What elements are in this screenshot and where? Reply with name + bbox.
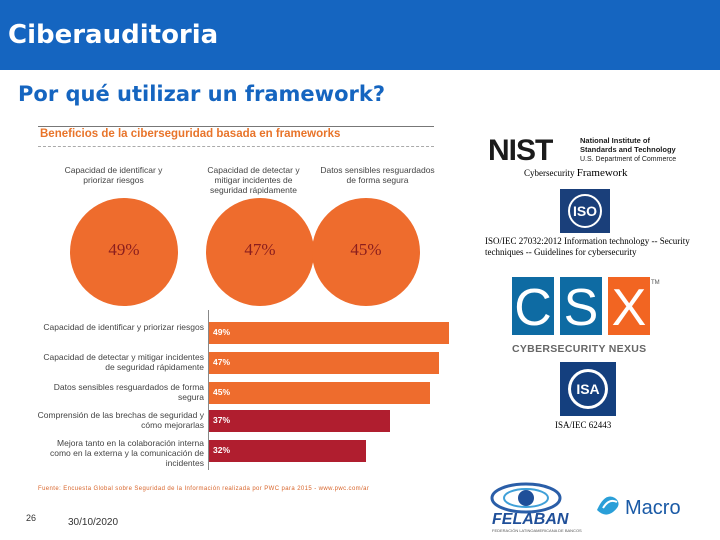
bar-5: 32%	[209, 440, 366, 462]
csx-logo-letter-c: C	[514, 279, 552, 337]
circle-caption-3: Datos sensibles resguardados de forma se…	[320, 165, 435, 185]
infographic-top-rule	[38, 126, 434, 127]
isa-logo: ISA	[560, 362, 616, 416]
nist-caption: Cybersecurity Framework	[524, 167, 627, 179]
infographic-source: Fuente: Encuesta Global sobre Seguridad …	[38, 486, 370, 492]
bar-value-4: 37%	[213, 415, 231, 425]
macro-logo-icon	[597, 496, 619, 515]
csx-logo-letter-x: X	[612, 279, 647, 337]
header-title: Ciberauditoria	[8, 20, 219, 50]
nist-logo: NIST National Institute of Standards and…	[488, 134, 677, 165]
stat-circle-1: 49%	[70, 198, 178, 306]
slide-number: 26	[26, 513, 37, 523]
iso-logo-mark: ISO	[573, 203, 597, 219]
slide-subtitle: Por qué utilizar un framework?	[18, 82, 385, 106]
nist-logo-line-3: U.S. Department of Commerce	[580, 156, 676, 163]
csx-logo: C S X TM	[512, 277, 660, 337]
csx-caption: CYBERSECURITY NEXUS	[512, 343, 647, 355]
stat-circle-2: 47%	[206, 198, 314, 306]
bar-label-3: Datos sensibles resguardados de forma se…	[53, 382, 204, 402]
nist-caption-main: Framework	[576, 167, 628, 179]
bar-value-2: 47%	[213, 357, 231, 367]
circle-value-1: 49%	[108, 240, 140, 259]
felaban-logo: FELABAN FEDERACIÓN LATINOAMERICANA DE BA…	[490, 482, 582, 533]
bar-value-1: 49%	[213, 327, 231, 337]
iso-caption: ISO/IEC 27032:2012 Information technolog…	[485, 236, 690, 257]
header-bar: Ciberauditoria	[0, 0, 720, 70]
isa-logo-mark: ISA	[576, 381, 599, 397]
bar-4: 37%	[209, 410, 390, 432]
circle-value-3: 45%	[350, 240, 382, 259]
nist-logo-line-1: National Institute of	[580, 136, 651, 145]
bar-axis-line	[208, 310, 209, 470]
macro-logo: Macro	[597, 496, 681, 519]
csx-logo-letter-s: S	[564, 279, 599, 337]
iso-logo: ISO	[560, 189, 610, 233]
nist-logo-line-2: Standards and Technology	[580, 145, 677, 154]
stat-circle-3: 45%	[312, 198, 420, 306]
macro-logo-name: Macro	[625, 497, 681, 519]
bar-label-4: Comprensión de las brechas de seguridad …	[37, 410, 204, 430]
circle-caption-1: Capacidad de identificar y priorizar rie…	[64, 165, 163, 185]
infographic-title: Beneficios de la ciberseguridad basada e…	[40, 128, 341, 140]
bar-2: 47%	[209, 352, 439, 374]
slide-date: 30/10/2020	[68, 517, 119, 528]
circle-caption-2: Capacidad de detectar y mitigar incident…	[207, 165, 300, 195]
csx-logo-tm: TM	[651, 280, 660, 286]
nist-caption-prefix: Cybersecurity	[524, 168, 575, 178]
felaban-tagline: FEDERACIÓN LATINOAMERICANA DE BANCOS	[492, 528, 582, 533]
bar-value-3: 45%	[213, 387, 231, 397]
infographic-divider	[38, 146, 434, 147]
circle-value-2: 47%	[244, 240, 276, 259]
bar-3: 45%	[209, 382, 430, 404]
bar-label-2: Capacidad de detectar y mitigar incident…	[43, 352, 204, 372]
bar-value-5: 32%	[213, 445, 231, 455]
bar-label-5: Mejora tanto en la colaboración interna …	[49, 438, 204, 468]
pwc-infographic: Beneficios de la ciberseguridad basada e…	[36, 120, 454, 498]
bar-label-1: Capacidad de identificar y priorizar rie…	[43, 322, 204, 332]
bar-1: 49%	[209, 322, 449, 344]
nist-logo-mark: NIST	[488, 134, 553, 165]
felaban-name: FELABAN	[492, 511, 569, 528]
isa-caption: ISA/IEC 62443	[555, 420, 612, 430]
